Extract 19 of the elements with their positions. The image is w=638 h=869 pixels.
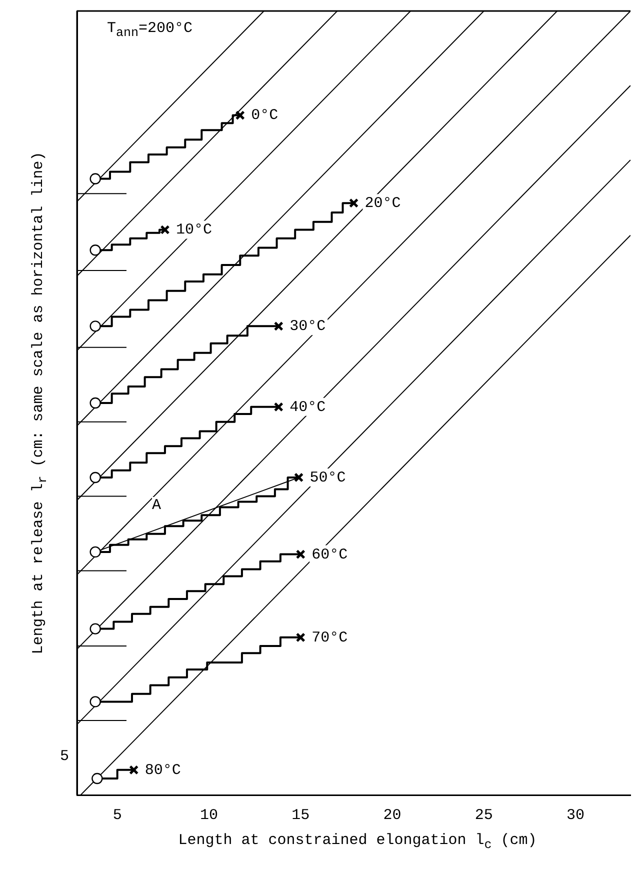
x-tick-label: 15 — [292, 806, 310, 824]
x-axis-title: Length at constrained elongation l$_{c}$ (cm) — [177, 832, 538, 852]
series-label: 10°C — [176, 222, 212, 239]
series-label: 40°C — [290, 398, 326, 416]
x-tick-label: 25 — [474, 806, 493, 824]
x-tick-label: 5 — [112, 806, 122, 824]
x-tick-label: 20 — [383, 806, 402, 824]
annotation: T$_{ann}$=200°C — [105, 20, 195, 42]
series-label: 70°C — [312, 629, 348, 646]
x-tick-label: 30 — [566, 806, 585, 824]
series-label: 50°C — [310, 469, 346, 486]
text: 5 — [60, 748, 70, 766]
series-label: 80°C — [144, 762, 181, 779]
x-tick-label: 10 — [200, 806, 218, 824]
series-label: 60°C — [312, 546, 348, 564]
series-label: 0°C — [251, 107, 278, 124]
series-label: 30°C — [290, 318, 326, 336]
annotation: A — [152, 497, 162, 515]
series-label: 20°C — [364, 195, 401, 212]
